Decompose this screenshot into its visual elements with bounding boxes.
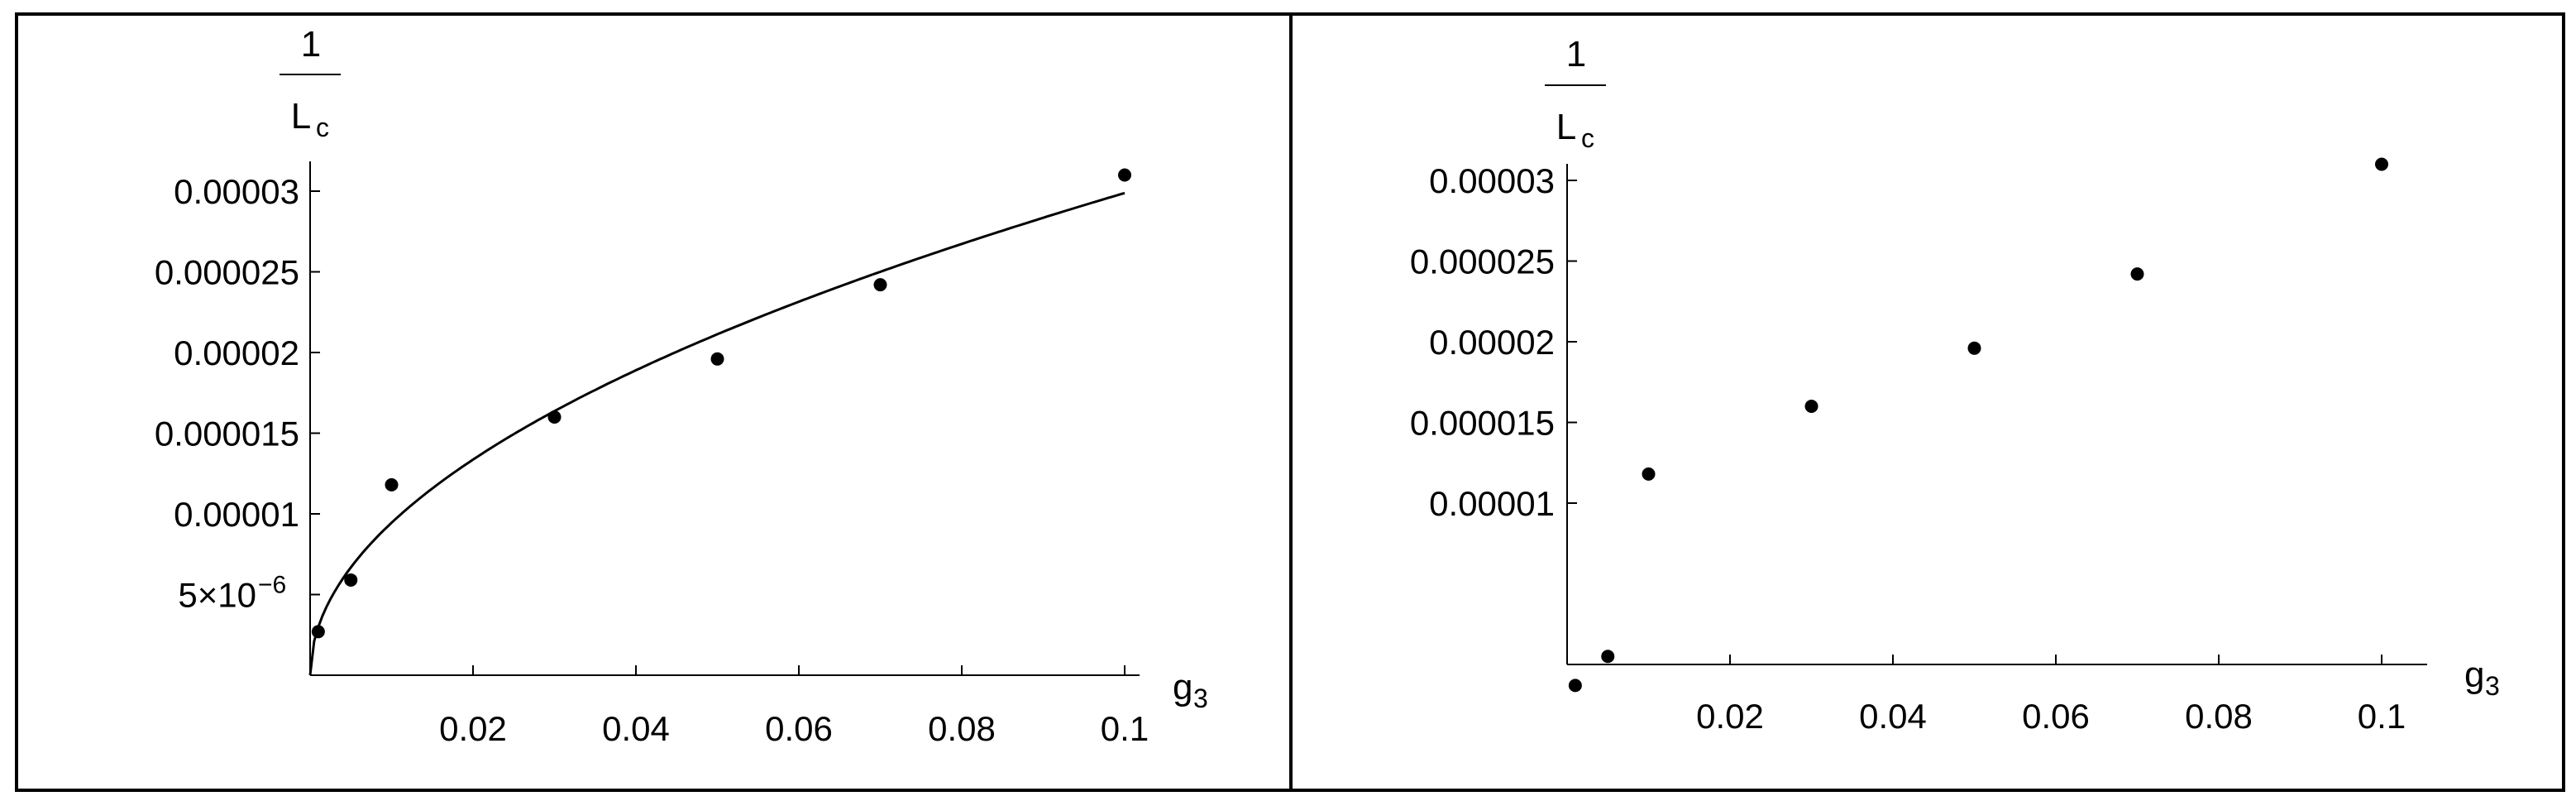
data-point <box>1568 679 1582 693</box>
x-label-subscript: 3 <box>2485 671 2500 701</box>
x-tick-label: 0.06 <box>2022 697 2090 736</box>
x-tick-label: 0.04 <box>1859 697 1927 736</box>
y-tick-label: 0.00001 <box>1429 484 1555 523</box>
y-tick-label: 0.00002 <box>1429 323 1555 362</box>
y-tick-label: 0.00002 <box>174 333 299 372</box>
data-point <box>311 625 325 639</box>
data-point <box>710 352 724 366</box>
data-point <box>2375 157 2388 171</box>
x-label-subscript: 3 <box>1193 683 1208 713</box>
y-label-subscript: c <box>1581 123 1594 153</box>
data-point <box>873 278 887 292</box>
data-point <box>1967 341 1981 355</box>
x-tick-label: 0.1 <box>2358 697 2406 736</box>
y-label-base: L <box>1556 107 1576 147</box>
y-tick-label: 0.00003 <box>174 172 299 211</box>
x-tick-label: 0.04 <box>602 709 670 748</box>
y-tick-label: 0.000025 <box>1410 242 1555 281</box>
y-tick-label: 5×10 <box>178 576 256 615</box>
right-panel: 0.02 0.04 0.06 0.08 0.1 0.00001 0.000015 0.0000… <box>1410 34 2500 736</box>
data-point <box>547 410 562 424</box>
x-tick-label: 0.02 <box>1696 697 1764 736</box>
y-tick-label: 0.000015 <box>155 415 299 453</box>
x-tick-label: 0.02 <box>439 709 507 748</box>
y-label-subscript: c <box>316 113 329 142</box>
y-tick-label: 0.000015 <box>1410 404 1555 443</box>
fit-curve <box>308 191 1126 676</box>
data-point <box>1601 650 1615 664</box>
x-label-base: g <box>1173 667 1192 707</box>
data-point <box>1118 168 1131 182</box>
x-tick-label: 0.08 <box>2185 697 2253 736</box>
data-point <box>344 573 358 587</box>
y-tick-exponent: −6 <box>258 572 286 599</box>
y-label-base: L <box>291 96 311 137</box>
y-label-numerator: 1 <box>301 24 321 65</box>
data-point <box>2130 267 2144 281</box>
x-label-base: g <box>2464 655 2484 695</box>
y-tick-label: 0.00003 <box>1429 161 1555 200</box>
data-point <box>1642 467 1656 481</box>
data-point <box>385 477 399 492</box>
x-tick-label: 0.1 <box>1101 709 1149 748</box>
y-tick-label: 0.000025 <box>155 253 299 292</box>
x-tick-label: 0.06 <box>765 709 833 748</box>
data-point <box>1804 400 1818 413</box>
x-tick-label: 0.08 <box>928 709 996 748</box>
left-panel: 0.02 0.04 0.06 0.08 0.1 5×10 −6 0.00001 0.000015… <box>155 24 1208 748</box>
y-tick-label: 0.00001 <box>174 495 299 534</box>
y-label-numerator: 1 <box>1566 34 1586 74</box>
